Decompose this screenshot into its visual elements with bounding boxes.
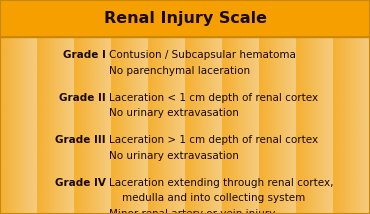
- Text: Laceration > 1 cm depth of renal cortex: Laceration > 1 cm depth of renal cortex: [109, 135, 318, 146]
- Text: Grade IV: Grade IV: [54, 178, 105, 188]
- Text: Contusion / Subcapsular hematoma: Contusion / Subcapsular hematoma: [109, 50, 296, 60]
- Text: No urinary extravasation: No urinary extravasation: [109, 151, 239, 161]
- Text: Laceration < 1 cm depth of renal cortex: Laceration < 1 cm depth of renal cortex: [109, 93, 318, 103]
- Text: Grade III: Grade III: [55, 135, 105, 146]
- Bar: [0, 0, 370, 37]
- Text: Renal Injury Scale: Renal Injury Scale: [104, 11, 266, 26]
- Text: No parenchymal laceration: No parenchymal laceration: [109, 66, 250, 76]
- Text: Grade I: Grade I: [63, 50, 105, 60]
- Text: No urinary extravasation: No urinary extravasation: [109, 108, 239, 118]
- Text: Minor renal artery or vein injury: Minor renal artery or vein injury: [109, 209, 276, 214]
- Text: Grade II: Grade II: [59, 93, 105, 103]
- Text: Laceration extending through renal cortex,: Laceration extending through renal corte…: [109, 178, 334, 188]
- Text: medulla and into collecting system: medulla and into collecting system: [109, 193, 305, 204]
